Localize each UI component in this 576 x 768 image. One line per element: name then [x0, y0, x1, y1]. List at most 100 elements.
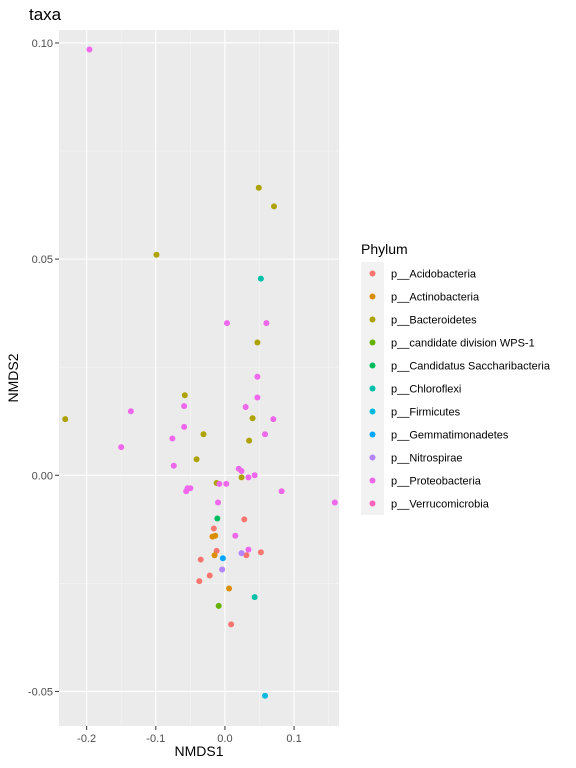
plot-panel — [59, 30, 339, 726]
data-point — [238, 550, 245, 557]
legend-marker — [369, 385, 376, 392]
legend-title: Phylum — [361, 241, 408, 257]
x-tick-label: 0.1 — [286, 733, 301, 745]
data-points — [62, 46, 338, 699]
data-point — [224, 320, 230, 327]
legend-label: p__Firmicutes — [391, 407, 461, 419]
data-point — [153, 251, 160, 258]
data-point — [254, 339, 261, 346]
data-point — [245, 546, 252, 553]
legend-label: p__candidate division WPS-1 — [391, 338, 535, 350]
data-point — [251, 594, 258, 601]
legend-marker — [369, 316, 376, 323]
legend-item: p__Chloroflexi — [361, 377, 461, 400]
legend: Phylum p__Acidobacteria p__Actinobacteria… — [361, 241, 551, 515]
data-point — [262, 692, 269, 699]
x-axis-ticks: -0.2 -0.1 0.0 0.1 — [77, 726, 302, 745]
data-point — [170, 462, 177, 469]
legend-label: p__Nitrospirae — [391, 453, 463, 465]
data-point — [181, 392, 188, 399]
data-point — [271, 203, 278, 210]
legend-marker — [369, 454, 376, 461]
y-tick-label: 0.10 — [32, 38, 53, 50]
data-point — [241, 516, 248, 523]
data-point — [223, 480, 230, 487]
y-tick-label: 0.05 — [32, 254, 53, 266]
legend-marker — [369, 477, 376, 484]
legend-item: p__Proteobacteria — [361, 469, 482, 492]
legend-marker — [369, 500, 376, 507]
legend-item: p__Candidatus Saccharibacteria — [361, 354, 551, 377]
x-axis-label: NMDS1 — [174, 743, 223, 759]
legend-item: p__Verrucomicrobia — [361, 492, 490, 515]
data-point — [238, 467, 245, 474]
legend-label: p__Acidobacteria — [391, 269, 477, 281]
data-point — [181, 423, 188, 430]
legend-marker — [369, 431, 376, 438]
data-point — [254, 373, 261, 380]
x-tick-label: -0.1 — [146, 733, 165, 745]
legend-item: p__Acidobacteria — [361, 262, 477, 285]
legend-label: p__Chloroflexi — [391, 384, 461, 396]
chart-title: taxa — [29, 5, 62, 24]
data-point — [197, 556, 204, 563]
data-point — [200, 431, 207, 438]
data-point — [215, 499, 222, 506]
legend-marker — [369, 293, 376, 300]
data-point — [209, 533, 216, 540]
y-tick-label: 0.00 — [32, 470, 53, 482]
data-point — [196, 578, 203, 585]
data-point — [263, 320, 270, 327]
data-point — [257, 549, 264, 556]
data-point — [118, 444, 125, 451]
data-point — [257, 275, 264, 282]
legend-marker — [369, 408, 376, 415]
data-point — [210, 525, 217, 532]
y-axis-ticks: -0.05 0.00 0.05 0.10 — [28, 38, 59, 698]
legend-item: p__Bacteroidetes — [361, 308, 477, 331]
data-point — [127, 408, 134, 415]
legend-item: p__Nitrospirae — [361, 446, 463, 469]
data-point — [219, 566, 226, 573]
legend-marker — [369, 339, 376, 346]
data-point — [226, 585, 233, 592]
legend-item: p__Firmicutes — [361, 400, 461, 423]
data-point — [270, 416, 277, 423]
data-point — [214, 515, 221, 522]
data-point — [183, 488, 190, 495]
legend-label: p__Gemmatimonadetes — [391, 430, 509, 442]
data-point — [249, 415, 256, 422]
legend-label: p__Bacteroidetes — [391, 315, 477, 327]
data-point — [181, 403, 188, 410]
x-tick-label: 0.0 — [217, 733, 232, 745]
data-point — [215, 602, 222, 609]
data-point — [228, 621, 235, 628]
legend-item: p__candidate division WPS-1 — [361, 331, 535, 354]
y-axis-label: NMDS2 — [5, 353, 21, 402]
data-point — [169, 435, 176, 442]
data-point — [243, 552, 250, 559]
data-point — [86, 46, 93, 53]
data-point — [246, 437, 253, 444]
data-point — [245, 474, 252, 481]
data-point — [262, 431, 269, 438]
major-grid — [59, 30, 339, 726]
data-point — [211, 552, 218, 559]
data-point — [278, 488, 285, 495]
data-point — [62, 416, 69, 423]
legend-item: p__Gemmatimonadetes — [361, 423, 509, 446]
legend-marker — [369, 270, 376, 277]
data-point — [206, 572, 213, 579]
data-point — [219, 555, 226, 562]
y-tick-label: -0.05 — [28, 686, 53, 698]
data-point — [331, 499, 338, 506]
x-tick-label: -0.2 — [77, 733, 96, 745]
legend-item: p__Actinobacteria — [361, 285, 480, 308]
legend-marker — [369, 362, 376, 369]
legend-label: p__Verrucomicrobia — [391, 499, 490, 511]
data-point — [193, 456, 200, 463]
legend-label: p__Candidatus Saccharibacteria — [391, 361, 551, 373]
legend-label: p__Actinobacteria — [391, 292, 480, 304]
data-point — [251, 472, 258, 479]
